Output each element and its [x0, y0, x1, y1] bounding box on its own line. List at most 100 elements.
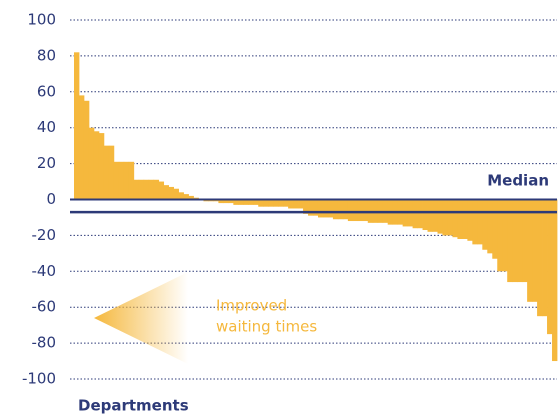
bar [218, 199, 224, 204]
bar [552, 199, 558, 362]
bar [233, 199, 239, 205]
bar [133, 179, 140, 200]
bar [492, 199, 498, 259]
bar [502, 199, 508, 272]
bar [472, 199, 478, 245]
bar [288, 199, 294, 209]
bar [253, 199, 259, 205]
y-tick-label: 20 [37, 154, 56, 172]
bar [88, 127, 95, 200]
bar [527, 199, 533, 302]
bar [347, 199, 354, 222]
median-label: Median [487, 172, 549, 190]
bar [248, 199, 254, 205]
bar [153, 179, 160, 200]
bar [482, 199, 488, 250]
bar [168, 186, 174, 200]
bar [537, 199, 543, 317]
bar [317, 199, 324, 218]
y-tick-label: 60 [37, 82, 56, 100]
bar [432, 199, 438, 232]
y-tick-label: -20 [32, 226, 57, 244]
bar [497, 199, 503, 272]
annotation: waiting times [216, 318, 317, 336]
bar [422, 199, 428, 231]
bar [183, 194, 189, 200]
bar [278, 199, 284, 207]
bar [337, 199, 344, 220]
bar [457, 199, 463, 239]
bar [332, 199, 339, 220]
bar [83, 100, 90, 200]
bar [427, 199, 433, 232]
y-tick-label: -100 [22, 370, 56, 388]
bar [223, 199, 229, 204]
bar [327, 199, 334, 218]
bar [308, 199, 314, 216]
bar [123, 161, 130, 200]
bar [178, 192, 184, 200]
bar [74, 52, 80, 200]
bar [342, 199, 349, 220]
bar [477, 199, 483, 245]
bar [437, 199, 443, 234]
bar [517, 199, 523, 283]
bar [542, 199, 548, 317]
bar [357, 199, 364, 222]
y-tick-label: 40 [37, 118, 56, 136]
bar [148, 179, 155, 200]
bar [258, 199, 264, 207]
bar [412, 199, 418, 229]
bar [298, 199, 304, 209]
bar [447, 199, 453, 236]
bar [188, 195, 194, 200]
y-tick-label: -40 [32, 262, 57, 280]
bar [268, 199, 274, 207]
y-tick-label: -60 [32, 298, 57, 316]
bar [283, 199, 289, 207]
bar [113, 161, 120, 200]
bar [522, 199, 528, 283]
y-tick-label: -80 [32, 334, 57, 352]
bar [487, 199, 493, 254]
bar [532, 199, 538, 302]
bar [352, 199, 359, 222]
bar [98, 133, 105, 200]
bars [70, 52, 558, 362]
bar [263, 199, 269, 207]
y-tick-label: 80 [37, 46, 56, 64]
bar [78, 95, 85, 200]
bar [158, 181, 165, 200]
grid: -100 -80 -60 -40 -20 0 20 40 60 80 100 [22, 11, 557, 388]
bar [467, 199, 473, 241]
bar [547, 199, 553, 335]
bar [143, 179, 150, 200]
bar [507, 199, 513, 283]
bar [293, 199, 299, 209]
bar [118, 161, 125, 200]
bar [362, 199, 369, 222]
arrow [94, 272, 188, 364]
bar [138, 179, 145, 200]
bar [303, 199, 309, 214]
bar [273, 199, 279, 207]
bar [108, 145, 115, 200]
bar [322, 199, 329, 218]
bar [512, 199, 518, 283]
bar [417, 199, 423, 229]
x-axis-label: Departments [78, 397, 189, 415]
bar [228, 199, 234, 204]
bar [452, 199, 458, 238]
bar [128, 161, 135, 200]
bar [238, 199, 244, 205]
bar [313, 199, 319, 216]
bar [93, 131, 100, 200]
bar [103, 145, 110, 200]
y-tick-label: 100 [27, 11, 56, 29]
bar [173, 188, 179, 200]
y-tick-label: 0 [46, 190, 56, 208]
bar [442, 199, 448, 236]
bar [462, 199, 468, 239]
bar [243, 199, 249, 205]
